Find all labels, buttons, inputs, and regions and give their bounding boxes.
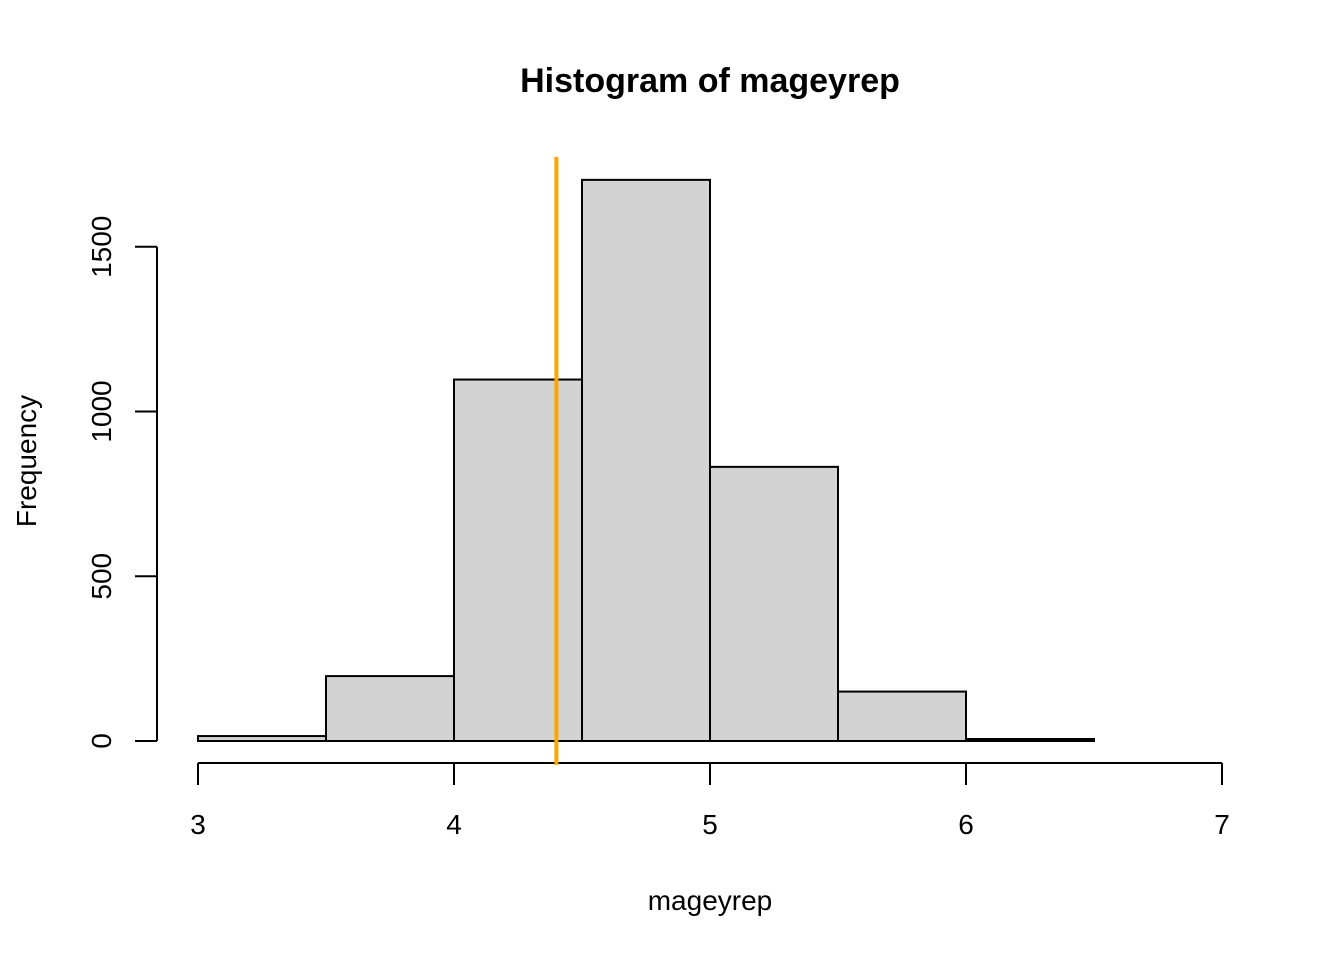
y-tick-label: 500 (86, 553, 117, 600)
histogram-bar (709, 465, 839, 742)
histogram-bar (837, 690, 967, 743)
histogram-bar (197, 735, 327, 742)
y-axis: 0 500 1000 1500 (86, 216, 158, 749)
histogram-bar (453, 378, 583, 742)
x-tick-label: 6 (958, 809, 974, 840)
histogram-bar (325, 675, 455, 742)
x-tick-label: 5 (702, 809, 718, 840)
y-tick-label: 1000 (86, 380, 117, 442)
x-axis-label: mageyrep (648, 885, 773, 916)
chart-title: Histogram of mageyrep (520, 62, 900, 100)
x-axis: 3 4 5 6 7 (190, 762, 1230, 840)
x-tick-label: 7 (1214, 809, 1230, 840)
x-tick-label: 4 (446, 809, 462, 840)
y-tick-label: 1500 (86, 216, 117, 278)
bars (197, 178, 1095, 743)
histogram-bar (581, 178, 711, 742)
y-tick-label: 0 (86, 733, 117, 749)
histogram-bar (965, 738, 1095, 743)
y-axis-label: Frequency (11, 395, 42, 527)
x-tick-label: 3 (190, 809, 206, 840)
